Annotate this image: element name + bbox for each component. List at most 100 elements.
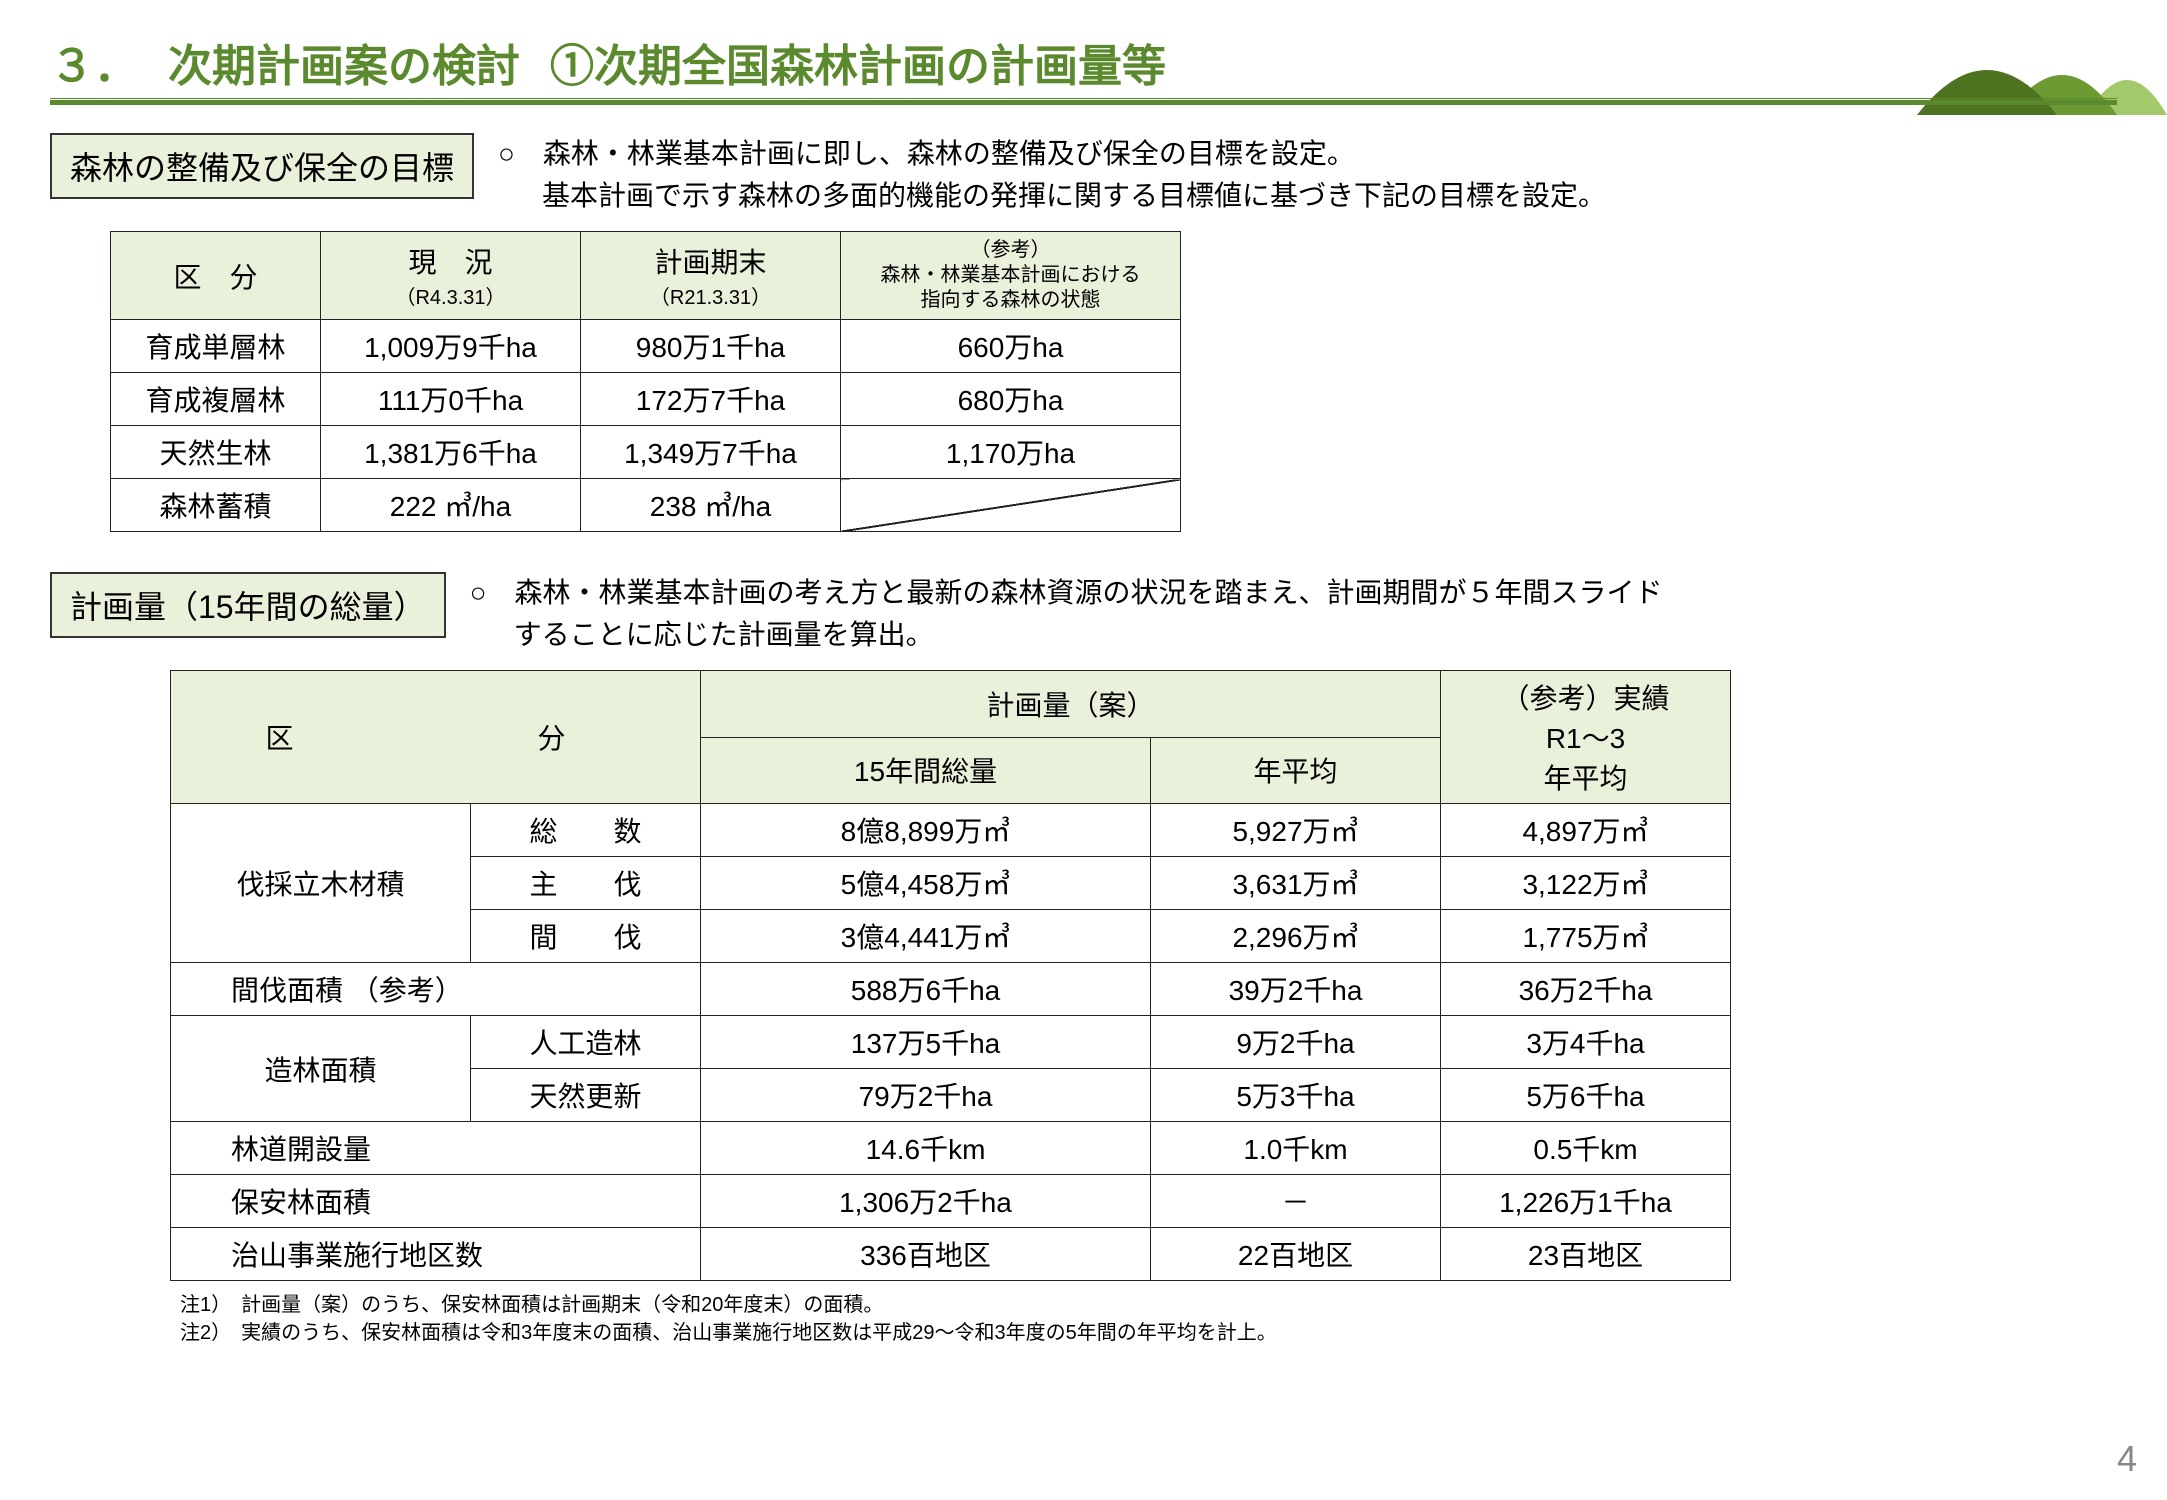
table-row: 森林蓄積222 ㎥/ha238 ㎥/ha: [111, 479, 1181, 532]
t2-value-cell: 5万6千ha: [1441, 1069, 1731, 1122]
section1-desc-line1: ○ 森林・林業基本計画に即し、森林の整備及び保全の目標を設定。: [498, 133, 1606, 175]
t1-row-label: 育成単層林: [111, 320, 321, 373]
t2-h-ref-l2: R1～3: [1546, 723, 1625, 754]
t1-h-current: 現 況 （R4.3.31）: [321, 232, 581, 320]
t2-value-cell: 5,927万㎥: [1151, 804, 1441, 857]
t2-value-cell: 1,775万㎥: [1441, 910, 1731, 963]
t2-subcategory-cell: 総 数: [471, 804, 701, 857]
section1-desc: ○ 森林・林業基本計画に即し、森林の整備及び保全の目標を設定。 基本計画で示す森…: [498, 133, 1606, 217]
title-number: ３．: [50, 30, 138, 94]
table-row: 天然生林1,381万6千ha1,349万7千ha1,170万ha: [111, 426, 1181, 479]
t1-cell: 238 ㎥/ha: [581, 479, 841, 532]
t2-value-cell: 3万4千ha: [1441, 1016, 1731, 1069]
t2-h-ref-l1: （参考）実績: [1501, 683, 1669, 714]
t1-row-label: 育成複層林: [111, 373, 321, 426]
t2-value-cell: 22百地区: [1151, 1228, 1441, 1281]
t1-h-ref-l1: （参考）: [971, 239, 1051, 261]
t2-subcategory-cell: 間 伐: [471, 910, 701, 963]
footnotes: 注1） 計画量（案）のうち、保安林面積は計画期末（令和20年度末）の面積。 注2…: [180, 1291, 2117, 1347]
t2-value-cell: －: [1151, 1175, 1441, 1228]
t2-h-reference: （参考）実績 R1～3 年平均: [1441, 671, 1731, 804]
t1-cell: 1,349万7千ha: [581, 426, 841, 479]
t2-value-cell: 3億4,441万㎥: [701, 910, 1151, 963]
section2-label: 計画量（15年間の総量）: [50, 572, 446, 638]
table-row: 保安林面積1,306万2千ha－1,226万1千ha: [171, 1175, 1731, 1228]
table-row: 間伐面積 （参考）588万6千ha39万2千ha36万2千ha: [171, 963, 1731, 1016]
t2-value-cell: 3,122万㎥: [1441, 857, 1731, 910]
t1-h-planned-sub: （R21.3.31）: [595, 281, 826, 310]
page-number: 4: [2117, 1438, 2137, 1480]
t2-h-total: 15年間総量: [701, 737, 1151, 804]
footnote-1: 注1） 計画量（案）のうち、保安林面積は計画期末（令和20年度末）の面積。: [180, 1291, 2117, 1319]
table-row: 伐採立木材積総 数8億8,899万㎥5,927万㎥4,897万㎥: [171, 804, 1731, 857]
page-title-row: ３． 次期計画案の検討 ①次期全国森林計画の計画量等: [50, 30, 2117, 94]
title-rule: [50, 100, 2117, 105]
t2-value-cell: 79万2千ha: [701, 1069, 1151, 1122]
t2-value-cell: 5億4,458万㎥: [701, 857, 1151, 910]
t2-h-plan: 計画量（案）: [701, 671, 1441, 738]
t1-h-category: 区 分: [111, 232, 321, 320]
t2-value-cell: 588万6千ha: [701, 963, 1151, 1016]
t1-h-current-main: 現 況: [408, 247, 492, 278]
t2-value-cell: 1,306万2千ha: [701, 1175, 1151, 1228]
t2-subcategory-cell: 天然更新: [471, 1069, 701, 1122]
table2-plan-quantities: 区 分 計画量（案） （参考）実績 R1～3 年平均 15年間総量 年平均 伐採…: [170, 670, 1731, 1281]
t2-subcategory-cell: 主 伐: [471, 857, 701, 910]
table-row: 育成単層林1,009万9千ha980万1千ha660万ha: [111, 320, 1181, 373]
t1-cell: 980万1千ha: [581, 320, 841, 373]
t2-value-cell: 137万5千ha: [701, 1016, 1151, 1069]
t2-category-cell: 間伐面積 （参考）: [171, 963, 701, 1016]
t2-subcategory-cell: 人工造林: [471, 1016, 701, 1069]
t1-row-label: 天然生林: [111, 426, 321, 479]
section2-desc-line2: することに応じた計画量を算出。: [470, 614, 1663, 656]
t2-value-cell: 1,226万1千ha: [1441, 1175, 1731, 1228]
t2-value-cell: 4,897万㎥: [1441, 804, 1731, 857]
t1-h-reference: （参考） 森林・林業基本計画における 指向する森林の状態: [841, 232, 1181, 320]
t1-cell: [841, 479, 1181, 532]
t2-h-avg: 年平均: [1151, 737, 1441, 804]
t2-h-category-text: 区 分: [265, 723, 605, 754]
t2-value-cell: 39万2千ha: [1151, 963, 1441, 1016]
t2-value-cell: 9万2千ha: [1151, 1016, 1441, 1069]
t1-h-current-sub: （R4.3.31）: [335, 281, 566, 310]
t1-cell: 222 ㎥/ha: [321, 479, 581, 532]
table1-forest-targets: 区 分 現 況 （R4.3.31） 計画期末 （R21.3.31） （参考） 森…: [110, 231, 1181, 532]
t1-cell: 1,381万6千ha: [321, 426, 581, 479]
t1-cell: 111万0千ha: [321, 373, 581, 426]
t1-cell: 660万ha: [841, 320, 1181, 373]
title-main: 次期計画案の検討: [168, 30, 520, 94]
t2-h-ref-l3: 年平均: [1543, 763, 1627, 794]
title-sub: ①次期全国森林計画の計画量等: [550, 30, 1166, 94]
table-row: 造林面積人工造林137万5千ha9万2千ha3万4千ha: [171, 1016, 1731, 1069]
section2-desc: ○ 森林・林業基本計画の考え方と最新の森林資源の状況を踏まえ、計画期間が５年間ス…: [470, 572, 1663, 656]
t2-value-cell: 3,631万㎥: [1151, 857, 1441, 910]
t2-category-cell: 保安林面積: [171, 1175, 701, 1228]
t2-h-category: 区 分: [171, 671, 701, 804]
t2-value-cell: 0.5千km: [1441, 1122, 1731, 1175]
t1-h-ref-l3: 指向する森林の状態: [921, 289, 1101, 311]
t2-value-cell: 36万2千ha: [1441, 963, 1731, 1016]
section1-header: 森林の整備及び保全の目標 ○ 森林・林業基本計画に即し、森林の整備及び保全の目標…: [50, 133, 2117, 217]
table-row: 林道開設量14.6千km1.0千km0.5千km: [171, 1122, 1731, 1175]
section1-desc-line2: 基本計画で示す森林の多面的機能の発揮に関する目標値に基づき下記の目標を設定。: [498, 175, 1606, 217]
t2-value-cell: 336百地区: [701, 1228, 1151, 1281]
t2-value-cell: 1.0千km: [1151, 1122, 1441, 1175]
t1-cell: 172万7千ha: [581, 373, 841, 426]
table-row: 治山事業施行地区数336百地区22百地区23百地区: [171, 1228, 1731, 1281]
footnote-2: 注2） 実績のうち、保安林面積は令和3年度末の面積、治山事業施行地区数は平成29…: [180, 1319, 2117, 1347]
t1-row-label: 森林蓄積: [111, 479, 321, 532]
t2-value-cell: 14.6千km: [701, 1122, 1151, 1175]
t1-cell: 1,009万9千ha: [321, 320, 581, 373]
section2-desc-line1: ○ 森林・林業基本計画の考え方と最新の森林資源の状況を踏まえ、計画期間が５年間ス…: [470, 572, 1663, 614]
t2-category-cell: 治山事業施行地区数: [171, 1228, 701, 1281]
t1-cell: 680万ha: [841, 373, 1181, 426]
t2-value-cell: 23百地区: [1441, 1228, 1731, 1281]
t2-category-cell: 林道開設量: [171, 1122, 701, 1175]
t2-value-cell: 8億8,899万㎥: [701, 804, 1151, 857]
t2-category-cell: 伐採立木材積: [171, 804, 471, 963]
t2-value-cell: 2,296万㎥: [1151, 910, 1441, 963]
section2-header: 計画量（15年間の総量） ○ 森林・林業基本計画の考え方と最新の森林資源の状況を…: [50, 572, 2117, 656]
section1-label: 森林の整備及び保全の目標: [50, 133, 474, 199]
t1-cell: 1,170万ha: [841, 426, 1181, 479]
t1-h-ref-l2: 森林・林業基本計画における: [881, 264, 1141, 286]
